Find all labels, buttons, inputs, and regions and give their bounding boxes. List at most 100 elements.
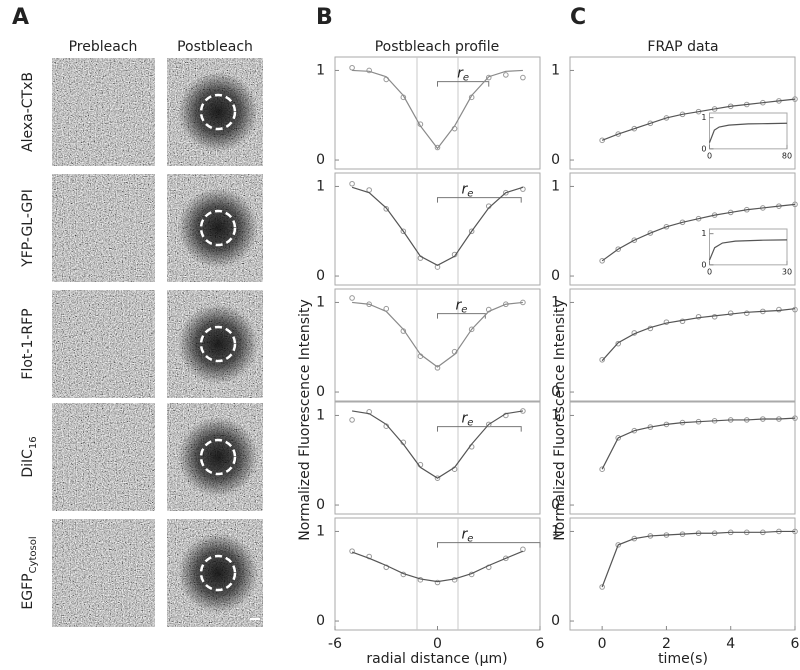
- y-tick-label: 1: [316, 62, 325, 78]
- data-point: [485, 421, 492, 428]
- data-point: [615, 542, 622, 548]
- fit-line: [351, 550, 524, 583]
- data-point: [520, 74, 526, 81]
- inset-frame: [709, 112, 788, 150]
- annotation: re: [462, 527, 474, 545]
- y-tick-label: 1: [316, 407, 325, 423]
- row-label: Flot-1-RFP: [20, 308, 36, 379]
- y-tick-label: 0: [701, 144, 706, 153]
- data-point: [468, 326, 475, 333]
- data-point: [468, 228, 475, 235]
- x-tick-label: 6: [791, 636, 800, 652]
- fit-line: [601, 203, 796, 262]
- x-tick-label: 30: [782, 267, 792, 276]
- data-point: [615, 340, 622, 347]
- y-tick-label: 0: [551, 152, 560, 168]
- data-point: [792, 306, 798, 313]
- data-point: [520, 186, 526, 192]
- fit-line: [352, 69, 523, 150]
- bleach-roi: [199, 93, 237, 131]
- y-axis-label: Normalized Fluorescence Intensity: [552, 299, 568, 540]
- x-tick-label: 0: [598, 636, 607, 652]
- annotation-sub: e: [463, 73, 469, 84]
- data-point: [743, 310, 750, 316]
- plot-frame: [569, 288, 796, 402]
- x-tick-label: 2: [662, 636, 671, 652]
- data-point: [434, 475, 441, 481]
- micrograph: [52, 174, 155, 282]
- annotation-sub: e: [461, 305, 467, 316]
- annotation-text: r: [462, 182, 469, 198]
- panel-title: Postbleach profile: [375, 39, 500, 55]
- plot-frame: [334, 517, 541, 631]
- data-point: [485, 74, 492, 81]
- row-label-text: DiIC: [20, 449, 36, 478]
- x-tick-label: 0: [707, 267, 712, 276]
- fit-line: [352, 301, 523, 368]
- y-tick-label: 1: [551, 62, 560, 78]
- plot-frame: [334, 172, 541, 286]
- inset-frame: [709, 228, 788, 266]
- y-tick-label: 0: [701, 260, 706, 269]
- annotation: re: [462, 182, 474, 200]
- fit-line: [351, 410, 524, 479]
- annotation-sub: e: [467, 418, 473, 429]
- data-point: [615, 246, 622, 252]
- data-point: [631, 237, 638, 243]
- annotation-text: r: [455, 298, 462, 314]
- y-tick-label: 1: [701, 229, 706, 238]
- data-point: [503, 72, 509, 78]
- x-tick-label: 6: [536, 636, 545, 652]
- bleach-roi: [199, 438, 237, 476]
- data-point: [599, 356, 605, 363]
- panel-label: C: [570, 5, 586, 30]
- data-point: [503, 189, 509, 196]
- fit-line: [601, 308, 796, 362]
- row-label-text: EGFP: [20, 573, 36, 609]
- annotation-sub: e: [467, 189, 473, 200]
- data-point: [711, 313, 718, 320]
- x-tick-label: 0: [707, 151, 712, 160]
- plot-frame: [334, 401, 541, 515]
- radius-bracket: [437, 197, 522, 203]
- y-tick-label: 1: [316, 294, 325, 310]
- data-point: [434, 144, 441, 151]
- micrograph: [52, 519, 155, 627]
- bleach-spot: [178, 417, 258, 497]
- bleach-spot: [178, 188, 258, 268]
- y-tick-label: 0: [316, 268, 325, 284]
- micrograph: [52, 290, 155, 398]
- x-tick-label: -6: [328, 636, 342, 652]
- plot-frame: [569, 517, 796, 631]
- y-tick-label: 1: [551, 294, 560, 310]
- y-tick-label: 0: [551, 613, 560, 629]
- y-tick-label: 0: [316, 384, 325, 400]
- data-point: [663, 223, 670, 230]
- fit-line: [601, 530, 795, 588]
- annotation-text: r: [462, 411, 469, 427]
- row-label-sub: 16: [28, 436, 39, 449]
- annotation: re: [457, 66, 469, 84]
- data-point: [631, 125, 638, 132]
- x-tick-label: 80: [782, 151, 792, 160]
- data-point: [776, 306, 782, 313]
- bleach-roi: [199, 325, 237, 363]
- data-point: [727, 310, 734, 316]
- y-tick-label: 0: [316, 152, 325, 168]
- data-point: [599, 466, 605, 473]
- row-label: YFP-GL-GPI: [20, 189, 36, 268]
- bleach-roi: [199, 554, 237, 592]
- y-tick-label: 1: [701, 113, 706, 122]
- data-point: [615, 435, 622, 441]
- data-point: [695, 313, 702, 320]
- x-tick-label: 4: [726, 636, 735, 652]
- x-tick-label: 0: [433, 636, 442, 652]
- data-point: [383, 206, 390, 212]
- radius-bracket: [437, 542, 541, 548]
- row-label-text: Flot-1-RFP: [20, 308, 36, 379]
- column-title: Prebleach: [69, 39, 138, 55]
- data-point: [349, 417, 355, 423]
- data-point: [599, 258, 605, 264]
- data-point: [647, 230, 654, 236]
